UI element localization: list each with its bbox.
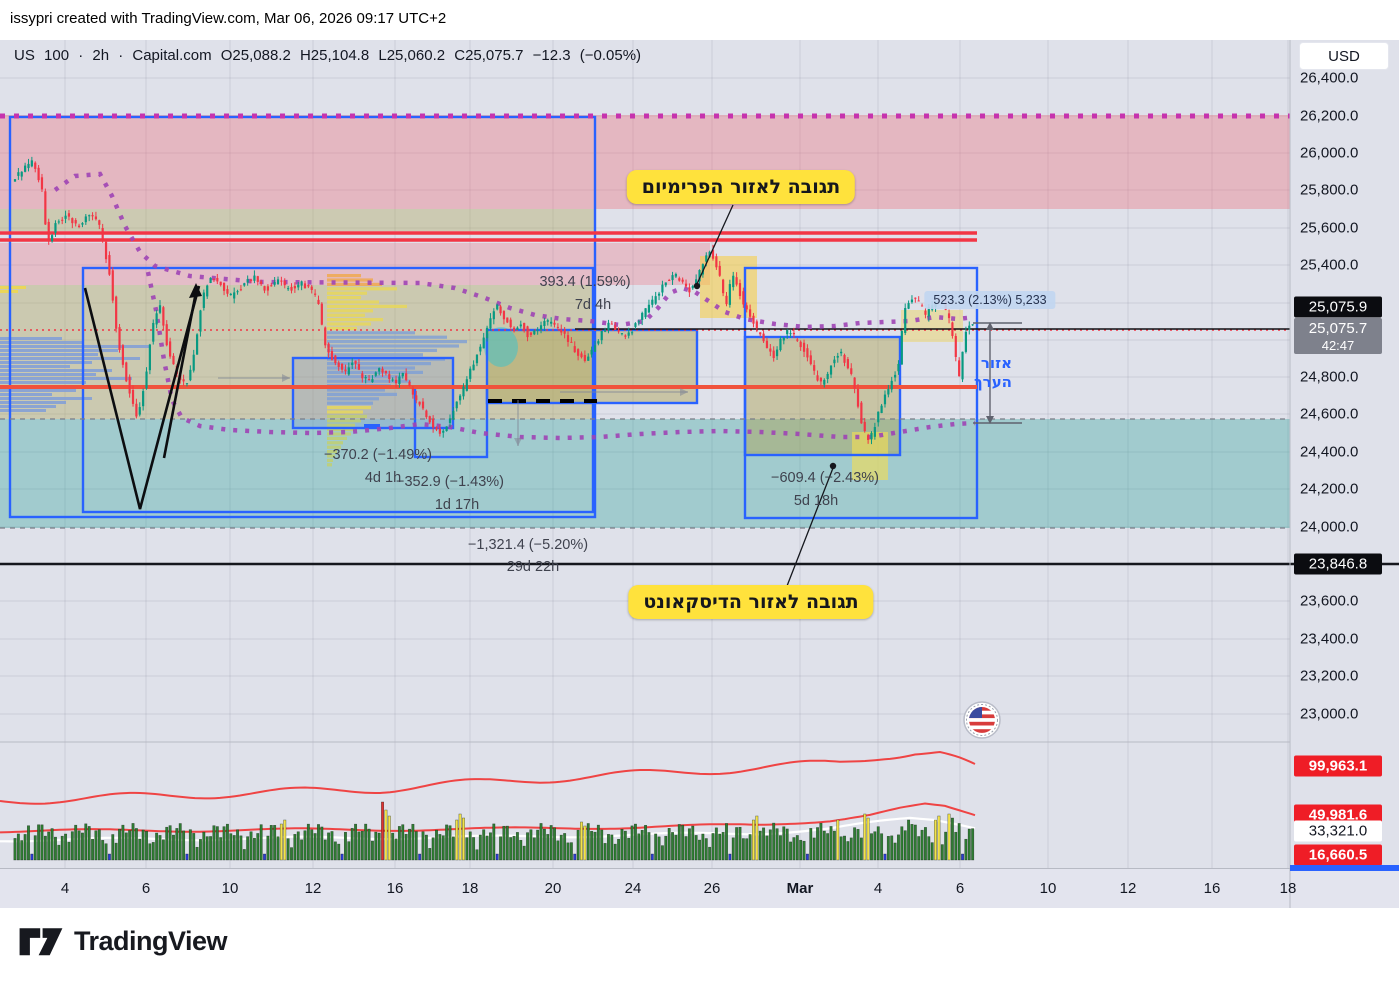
time-tick-label: 26 <box>703 880 721 897</box>
time-tick-label: 18 <box>461 880 479 897</box>
price-tick-label: 24,200.0 <box>1300 480 1359 498</box>
price-tick-label: 24,600.0 <box>1300 405 1359 423</box>
symbol-legend[interactable]: US 100 · 2h · Capital.com O25,088.2 H25,… <box>14 47 642 64</box>
price-tick-label: 25,600.0 <box>1300 219 1359 237</box>
time-tick-label: 4 <box>60 880 70 897</box>
price-tick-label: 24,800.0 <box>1300 368 1359 386</box>
discount-zone-annotation[interactable]: תגובה לאזור הדיסקאונט <box>628 585 874 619</box>
price-label-chip: 23,846.8 <box>1294 553 1382 575</box>
tradingview-logo-icon <box>19 928 63 956</box>
measurement-label[interactable]: −352.9 (−1.43%) <box>395 474 505 490</box>
time-tick-label: 10 <box>1039 880 1057 897</box>
time-tick-label: 16 <box>386 880 404 897</box>
tradingview-logo-text: TradingView <box>74 925 228 956</box>
footer-area <box>0 908 1399 981</box>
price-tick-label: 25,800.0 <box>1300 181 1359 199</box>
price-label-chip: 16,660.5 <box>1294 844 1382 866</box>
price-tick-label: 26,400.0 <box>1300 69 1359 87</box>
premium-zone-annotation[interactable]: תגובה לאזור הפרימיום <box>626 170 856 204</box>
price-tick-label: 23,600.0 <box>1300 592 1359 610</box>
tradingview-logo[interactable]: TradingView <box>18 923 228 959</box>
measurement-label[interactable]: 4d 1h <box>364 470 402 486</box>
measurement-label[interactable]: −609.4 (−2.43%) <box>770 470 880 486</box>
change-floater-label[interactable]: 523.3 (2.13%) 5,233 <box>924 291 1056 309</box>
value-zone-annotation[interactable]: אזור הערך <box>974 354 1012 391</box>
time-tick-label: Mar <box>786 880 814 897</box>
time-tick-label: 24 <box>624 880 642 897</box>
time-tick-label: 4 <box>873 880 883 897</box>
price-label-chip: 99,963.1 <box>1294 755 1382 777</box>
price-tick-label: 24,000.0 <box>1300 518 1359 536</box>
price-label-chip: 49,981.6 <box>1294 804 1382 826</box>
price-tick-label: 23,000.0 <box>1300 705 1359 723</box>
time-tick-label: 6 <box>141 880 151 897</box>
price-tick-label: 23,400.0 <box>1300 630 1359 648</box>
measurement-label[interactable]: 5d 18h <box>793 493 839 509</box>
attribution-text: issypri created with TradingView.com, Ma… <box>10 10 447 27</box>
measurement-label[interactable]: −370.2 (−1.49%) <box>323 447 433 463</box>
axis-scrollbar[interactable] <box>1290 865 1399 871</box>
price-label-chip: 33,321.0 <box>1294 820 1382 842</box>
price-tick-label: 25,400.0 <box>1300 256 1359 274</box>
attribution-bar: issypri created with TradingView.com, Ma… <box>0 0 1399 40</box>
price-label-chip: 25,075.9 <box>1294 296 1382 318</box>
time-tick-label: 12 <box>1119 880 1137 897</box>
time-tick-label: 20 <box>544 880 562 897</box>
time-tick-label: 16 <box>1203 880 1221 897</box>
time-tick-label: 18 <box>1279 880 1297 897</box>
measurement-label[interactable]: 1d 17h <box>434 497 480 513</box>
price-label-chip: 25,075.7 42:47 <box>1294 318 1382 354</box>
currency-button[interactable]: USD <box>1299 42 1389 70</box>
price-tick-label: 26,000.0 <box>1300 144 1359 162</box>
time-axis[interactable] <box>0 868 1399 909</box>
measurement-label[interactable]: −1,321.4 (−5.20%) <box>467 537 589 553</box>
measurement-label[interactable]: 393.4 (1.59%) <box>539 274 631 290</box>
price-tick-label: 24,400.0 <box>1300 443 1359 461</box>
price-tick-label: 26,200.0 <box>1300 107 1359 125</box>
chart-canvas[interactable] <box>0 40 1399 868</box>
time-tick-label: 6 <box>955 880 965 897</box>
time-tick-label: 12 <box>304 880 322 897</box>
price-tick-label: 23,200.0 <box>1300 667 1359 685</box>
measurement-label[interactable]: 29d 22h <box>506 559 560 575</box>
measurement-label[interactable]: 7d 4h <box>574 297 612 313</box>
time-tick-label: 10 <box>221 880 239 897</box>
